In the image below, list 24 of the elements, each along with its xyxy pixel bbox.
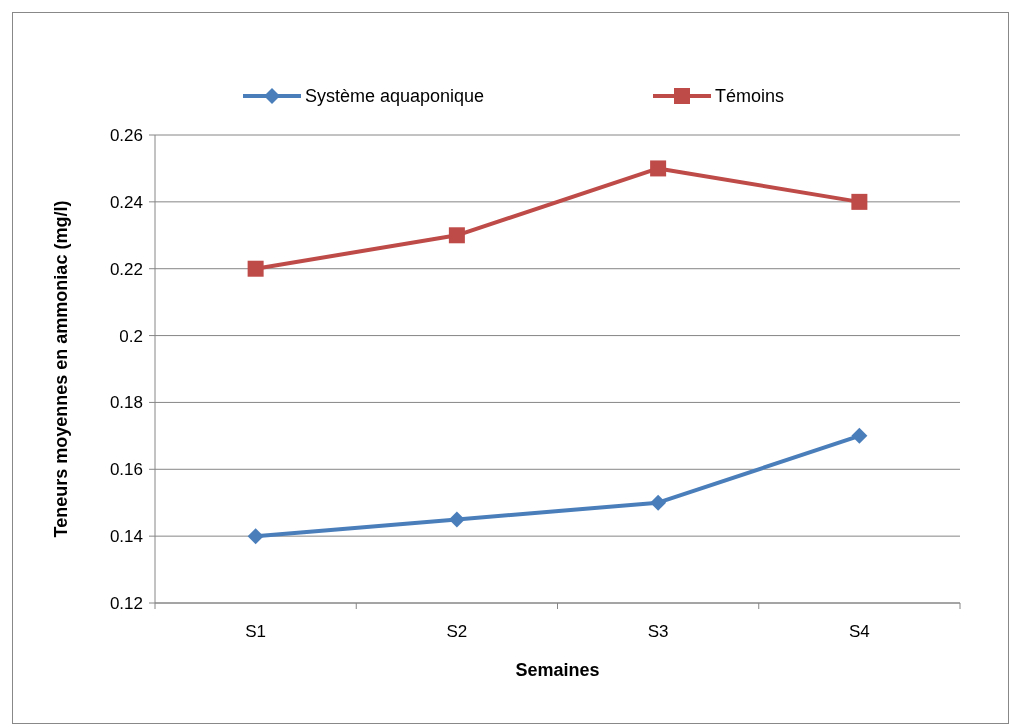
y-tick-label: 0.26 xyxy=(109,125,143,145)
legend-label: Témoins xyxy=(715,86,785,107)
point xyxy=(247,528,264,545)
y-tick-label: 0.16 xyxy=(109,460,143,480)
point xyxy=(650,494,667,511)
point xyxy=(650,160,667,177)
y-tick-label: 0.18 xyxy=(109,393,143,413)
point xyxy=(851,427,868,444)
point xyxy=(448,511,465,528)
y-tick-label: 0.24 xyxy=(109,192,143,212)
x-tick-label: S3 xyxy=(647,622,669,641)
y-axis-title: Teneurs moyennes en ammoniac (mg/l) xyxy=(51,200,71,538)
point xyxy=(851,193,868,210)
y-tick-label: 0.12 xyxy=(109,593,143,613)
x-tick-label: S1 xyxy=(245,622,267,641)
point xyxy=(247,260,264,277)
point xyxy=(448,227,465,244)
x-tick-label: S4 xyxy=(848,622,870,641)
legend-label: Système aquaponique xyxy=(305,86,485,107)
x-axis-title: Semaines xyxy=(515,660,600,680)
x-tick-label: S2 xyxy=(446,622,468,641)
y-tick-label: 0.14 xyxy=(109,527,143,547)
y-tick-label: 0.22 xyxy=(109,259,143,279)
y-tick-label: 0.2 xyxy=(119,326,143,346)
